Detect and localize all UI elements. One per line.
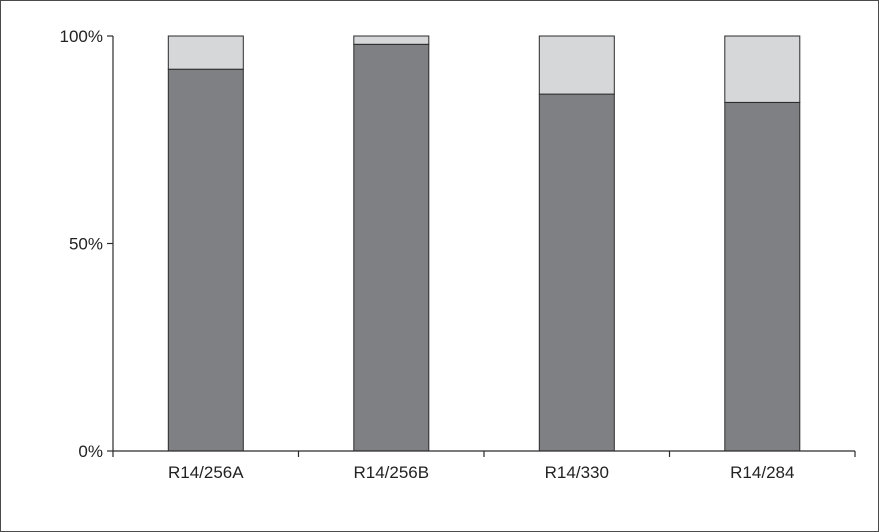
y-tick-label: 50% <box>69 235 103 254</box>
labels-layer: R14/256A R14/256B R14/330 R14/284 0% 50% 100% <box>60 27 795 482</box>
bar-segment <box>353 35 430 45</box>
y-tick-label: 100% <box>60 27 103 46</box>
x-tick-label: R14/330 <box>545 463 609 482</box>
bar-segment <box>724 101 801 452</box>
bar-segment <box>724 35 801 103</box>
x-tick-label: R14/284 <box>730 463 794 482</box>
bar-segment <box>167 68 244 452</box>
bar-segment <box>167 35 244 70</box>
bar-segment <box>353 43 430 452</box>
axes-layer <box>107 35 856 457</box>
y-tick-label: 0% <box>78 442 103 461</box>
bar-segment <box>538 93 615 452</box>
bars-layer <box>167 35 801 452</box>
bar-segment <box>538 35 615 95</box>
x-tick-label: R14/256A <box>168 463 244 482</box>
x-tick-label: R14/256B <box>353 463 429 482</box>
